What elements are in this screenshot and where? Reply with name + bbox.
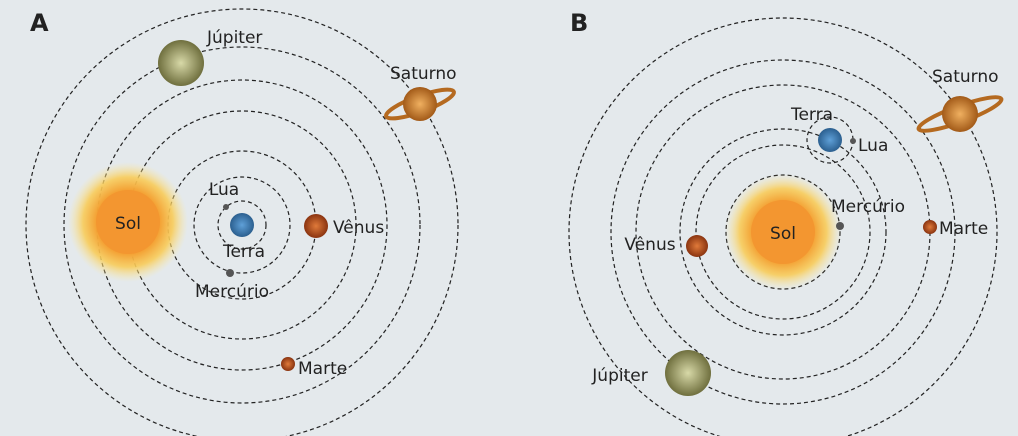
- body-label: Vênus: [624, 235, 675, 255]
- mars: [923, 220, 937, 234]
- body-label: Terra: [790, 105, 833, 125]
- body-label: Sol: [115, 214, 141, 234]
- panel-label: A: [30, 9, 49, 37]
- moon: [223, 204, 229, 210]
- earth: [818, 128, 842, 152]
- body-label: Júpiter: [591, 366, 647, 386]
- saturn: [942, 96, 978, 132]
- mars: [281, 357, 295, 371]
- body-label: Lua: [858, 136, 888, 156]
- body-label: Júpiter: [206, 28, 262, 48]
- venus: [686, 235, 708, 257]
- mercury: [836, 222, 844, 230]
- moon: [850, 138, 856, 144]
- body-label: Saturno: [932, 67, 999, 87]
- diagram: A Sol Terra Lua Mercúrio Vênus Marte Júp…: [0, 0, 1018, 436]
- body-label: Marte: [939, 219, 988, 239]
- body-label: Saturno: [390, 64, 457, 84]
- jupiter: [158, 40, 204, 86]
- jupiter: [665, 350, 711, 396]
- body-label: Lua: [209, 180, 239, 200]
- body-label: Terra: [222, 242, 265, 262]
- body-label: Sol: [770, 224, 796, 244]
- body-label: Marte: [298, 359, 347, 379]
- mercury: [226, 269, 234, 277]
- body-label: Mercúrio: [195, 282, 269, 302]
- saturn: [403, 87, 437, 121]
- body-label: Vênus: [333, 218, 384, 238]
- earth: [230, 213, 254, 237]
- panel-label: B: [570, 9, 588, 37]
- body-label: Mercúrio: [831, 197, 905, 217]
- venus: [304, 214, 328, 238]
